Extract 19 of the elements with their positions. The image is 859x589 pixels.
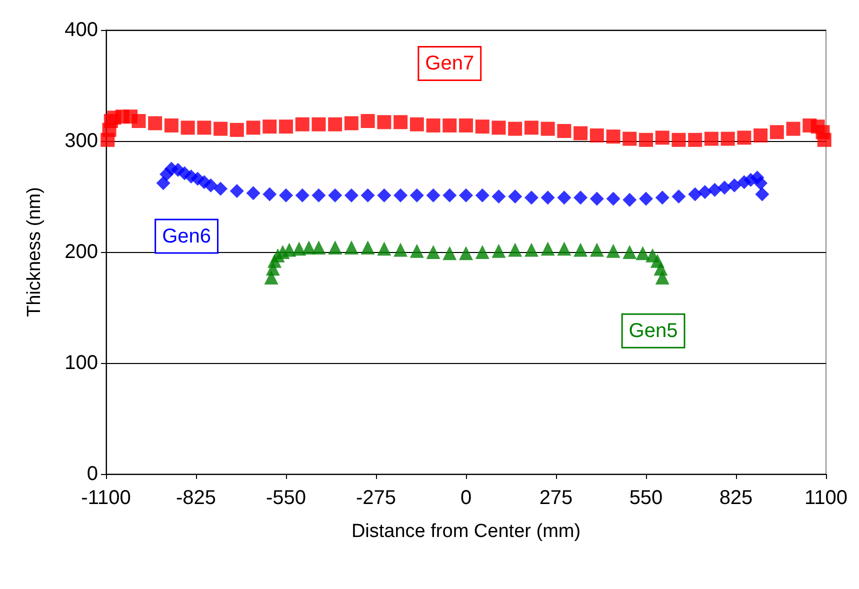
y-tick-label: 400 xyxy=(64,19,98,41)
x-tick-label: -825 xyxy=(176,487,216,509)
x-axis-title: Distance from Center (mm) xyxy=(351,521,581,542)
x-tick-label: -1100 xyxy=(81,487,131,509)
x-tick-label: 825 xyxy=(719,487,753,509)
x-tick-label: -550 xyxy=(266,487,306,509)
x-tick-label: 550 xyxy=(629,487,663,509)
series-label: Gen6 xyxy=(162,225,212,248)
y-tick-label: 100 xyxy=(64,352,98,374)
y-tick-label: 0 xyxy=(86,463,98,485)
series-label: Gen5 xyxy=(628,320,678,342)
y-axis-title: Thickness (nm) xyxy=(24,187,45,317)
x-tick-label: 1100 xyxy=(804,487,848,509)
y-tick-label: 200 xyxy=(64,241,98,263)
x-tick-label: 275 xyxy=(539,487,573,509)
text: Gen7 xyxy=(425,52,474,74)
y-tick-label: 300 xyxy=(64,130,98,152)
x-tick-label: 0 xyxy=(460,487,472,509)
x-tick-label: -275 xyxy=(356,487,396,509)
